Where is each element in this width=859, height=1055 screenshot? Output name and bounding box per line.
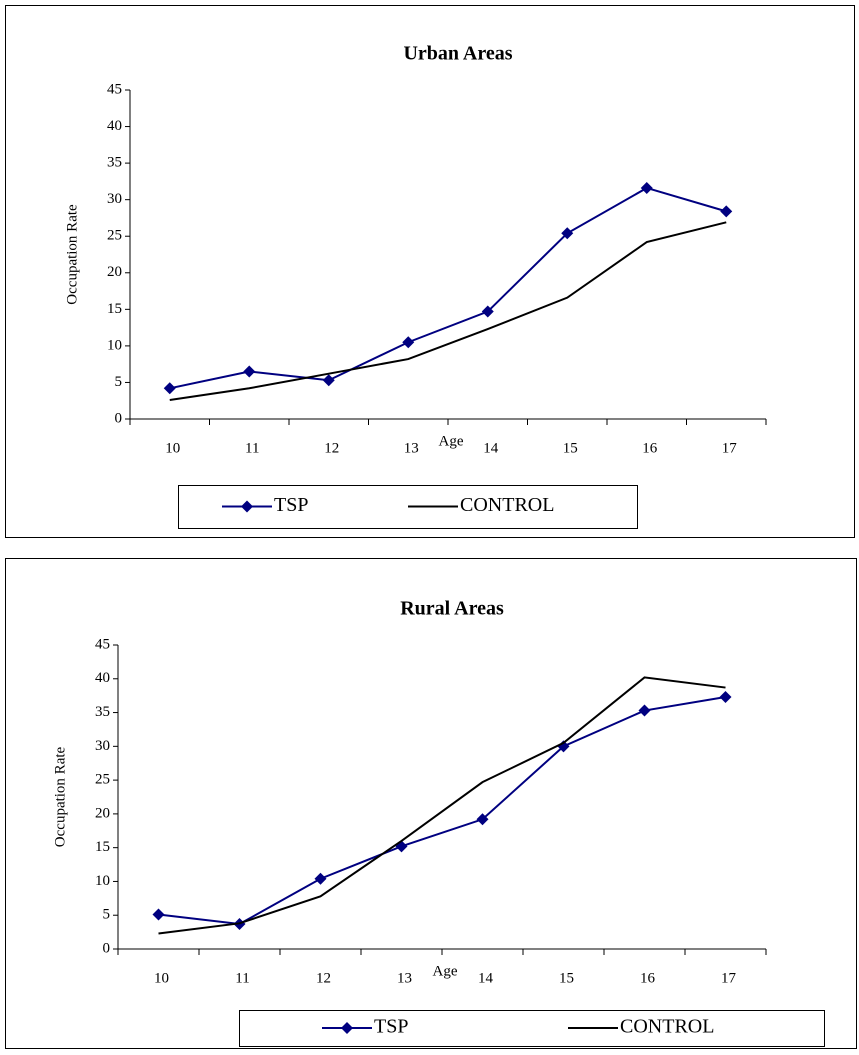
x-tick-label: 16 <box>642 440 658 456</box>
legend-label: TSP <box>274 494 308 516</box>
legend-marker <box>341 1022 353 1034</box>
legend-box <box>178 485 638 529</box>
data-point <box>640 181 653 194</box>
y-tick-label: 30 <box>107 191 122 207</box>
x-tick-label: 12 <box>316 970 331 986</box>
data-point <box>481 305 494 318</box>
y-tick-label: 30 <box>95 738 110 754</box>
series-line <box>158 676 726 935</box>
data-point <box>243 365 256 378</box>
y-tick-label: 10 <box>95 873 110 889</box>
legend-label: TSP <box>374 1016 408 1038</box>
y-axis-label: Occupation Rate <box>52 746 68 847</box>
legend-box <box>239 1010 825 1047</box>
x-tick-label: 14 <box>478 970 494 986</box>
x-tick-label: 16 <box>640 970 656 986</box>
x-tick-label: 10 <box>154 970 169 986</box>
y-tick-label: 15 <box>107 301 122 317</box>
legend-marker <box>241 500 253 513</box>
data-point <box>402 336 415 349</box>
y-tick-label: 20 <box>107 264 122 280</box>
data-point <box>719 691 732 704</box>
y-tick-label: 35 <box>95 704 110 720</box>
x-tick-label: 17 <box>721 970 737 986</box>
x-tick-label: 10 <box>165 440 180 456</box>
data-point <box>720 205 733 218</box>
y-tick-label: 45 <box>95 636 110 652</box>
y-tick-label: 10 <box>107 337 122 353</box>
y-tick-label: 0 <box>115 410 123 426</box>
y-tick-label: 40 <box>107 118 122 134</box>
y-tick-label: 40 <box>95 670 110 686</box>
x-axis-label: Age <box>439 433 464 449</box>
x-tick-label: 17 <box>722 440 738 456</box>
data-point <box>322 374 335 387</box>
x-tick-label: 15 <box>563 440 578 456</box>
series-line <box>169 221 727 401</box>
x-tick-label: 11 <box>245 440 259 456</box>
y-tick-label: 25 <box>107 228 122 244</box>
panel-frame <box>5 558 857 1049</box>
x-tick-label: 15 <box>559 970 574 986</box>
y-tick-label: 35 <box>107 155 122 171</box>
y-tick-label: 20 <box>95 805 110 821</box>
y-tick-label: 0 <box>103 940 111 956</box>
x-axis-label: Age <box>433 963 458 979</box>
data-point <box>314 872 327 885</box>
y-tick-label: 45 <box>107 81 122 97</box>
data-point <box>561 227 574 240</box>
x-tick-label: 11 <box>235 970 249 986</box>
y-tick-label: 5 <box>103 907 111 923</box>
legend-label: CONTROL <box>460 494 554 516</box>
y-axis-label: Occupation Rate <box>64 204 80 305</box>
series-line <box>169 186 727 390</box>
y-tick-label: 25 <box>95 772 110 788</box>
data-point <box>638 704 651 717</box>
x-tick-label: 13 <box>404 440 419 456</box>
panel-frame <box>5 5 855 538</box>
series-line <box>158 696 726 926</box>
data-point <box>476 813 489 826</box>
data-point <box>152 908 165 921</box>
chart-title: Urban Areas <box>403 43 512 65</box>
x-tick-label: 13 <box>397 970 412 986</box>
x-tick-label: 14 <box>483 440 499 456</box>
x-tick-label: 12 <box>324 440 339 456</box>
data-point <box>163 382 176 395</box>
chart-title: Rural Areas <box>400 598 504 620</box>
y-tick-label: 5 <box>115 374 123 390</box>
legend-label: CONTROL <box>620 1016 714 1038</box>
y-tick-label: 15 <box>95 839 110 855</box>
